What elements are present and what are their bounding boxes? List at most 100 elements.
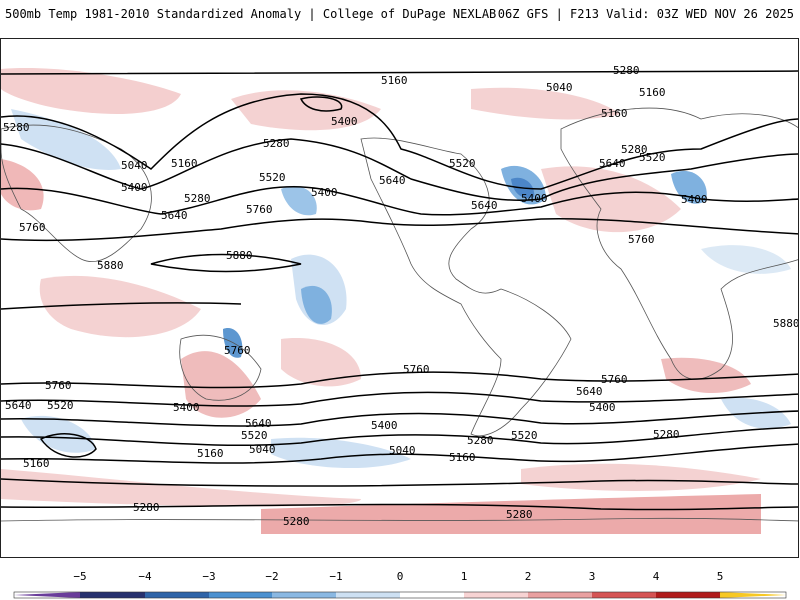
contour-label: 5280 <box>613 64 640 77</box>
anomaly-shading <box>1 68 791 534</box>
contour-label: 5280 <box>506 508 533 521</box>
contour-label: 5160 <box>639 86 666 99</box>
cool-anomaly-patch <box>701 245 791 274</box>
contour-line <box>1 138 798 202</box>
contour-label: 5880 <box>97 259 124 272</box>
warm-anomaly-patch <box>1 469 361 507</box>
contour-labels: 5160 5040 5160 5280 5280 5400 5520 5160 … <box>3 64 799 528</box>
contour-label: 5880 <box>773 317 799 330</box>
contour-label: 5400 <box>681 193 708 206</box>
contour-line <box>1 218 798 242</box>
contour-label: 5160 <box>601 107 628 120</box>
contour-label: 5760 <box>224 344 251 357</box>
contour-label: 5640 <box>471 199 498 212</box>
contour-label: 5760 <box>601 373 628 386</box>
contour-label: 5160 <box>381 74 408 87</box>
antarctica-outline <box>1 517 798 522</box>
colorbar-segment <box>656 592 720 598</box>
warm-anomaly-patch <box>39 275 201 338</box>
coastlines <box>1 107 798 522</box>
americas-outline <box>360 137 572 437</box>
contour-line <box>1 371 798 389</box>
contour-label: 5280 <box>283 515 310 528</box>
contour-label: 5760 <box>246 203 273 216</box>
colorbar-segment <box>464 592 528 598</box>
contour-label: 5520 <box>639 151 666 164</box>
contour-label: 5400 <box>589 401 616 414</box>
colorbar-segment <box>400 592 464 598</box>
contour-label: 5760 <box>628 233 655 246</box>
colorbar-segment <box>145 592 209 598</box>
colorbar-tick: −5 <box>73 570 87 583</box>
contour-label: 5160 <box>197 447 224 460</box>
warm-anomaly-patch <box>281 338 361 387</box>
map-title: 500mb Temp 1981-2010 Standardized Anomal… <box>5 7 497 21</box>
contour-line <box>1 503 798 511</box>
asia-outline <box>1 124 152 262</box>
anomaly-map: 5160 5040 5160 5280 5280 5400 5520 5160 … <box>1 64 799 534</box>
colorbar-segment <box>209 592 272 598</box>
contour-label: 5040 <box>389 444 416 457</box>
contour-label: 5760 <box>19 221 46 234</box>
warm-anomaly-patch <box>261 494 761 534</box>
colorbar-tick: −3 <box>202 570 216 583</box>
contour-label: 5400 <box>121 181 148 194</box>
contour-line <box>1 426 798 446</box>
contour-label: 5400 <box>311 186 338 199</box>
contour-label: 5520 <box>449 157 476 170</box>
contour-label: 5280 <box>653 428 680 441</box>
contour-label: 5400 <box>331 115 358 128</box>
warm-anomaly-patch <box>521 463 761 491</box>
contour-line <box>1 391 798 407</box>
warm-anomaly-patch <box>231 90 381 131</box>
contour-label: 5400 <box>173 401 200 414</box>
contour-line <box>299 96 343 112</box>
contour-label: 5640 <box>379 174 406 187</box>
contour-label: 5040 <box>121 159 148 172</box>
warm-anomaly-patch <box>1 159 44 211</box>
contour-line <box>1 443 798 464</box>
contour-label: 5880 <box>226 249 253 262</box>
contour-label: 5160 <box>449 451 476 464</box>
contour-label: 5640 <box>5 399 32 412</box>
contour-label: 5280 <box>621 143 648 156</box>
cool-anomaly-patch <box>301 285 332 324</box>
colorbar-legend: −5 −4 −3 −2 −1 0 1 2 3 4 5 <box>0 570 800 600</box>
colorbar-tick: 5 <box>716 570 724 583</box>
contour-label: 5520 <box>241 429 268 442</box>
contour-label: 5160 <box>23 457 50 470</box>
colorbar-tick: 4 <box>652 570 660 583</box>
cool-anomaly-patch <box>11 109 121 170</box>
warm-anomaly-patch <box>181 351 261 418</box>
contour-label: 5520 <box>511 429 538 442</box>
contour-line <box>150 253 302 273</box>
contour-label: 5280 <box>3 121 30 134</box>
contour-label: 5520 <box>259 171 286 184</box>
colorbar-tick: −4 <box>138 570 152 583</box>
contour-line <box>1 410 798 427</box>
contour-line <box>1 302 242 310</box>
contour-label: 5040 <box>249 443 276 456</box>
contour-line <box>1 93 798 190</box>
warm-anomaly-patch <box>471 87 621 120</box>
contour-label: 5760 <box>403 363 430 376</box>
map-panel: 5160 5040 5160 5280 5280 5400 5520 5160 … <box>0 38 799 558</box>
colorbar-segment <box>720 592 786 598</box>
warm-anomaly-patch <box>661 357 751 394</box>
colorbar-segment <box>528 592 592 598</box>
colorbar-tick: −1 <box>329 570 343 583</box>
contour-label: 5160 <box>171 157 198 170</box>
warm-anomaly-patch <box>541 166 681 233</box>
eurafrica-outline <box>560 107 798 380</box>
colorbar-segment <box>592 592 656 598</box>
contour-label: 5760 <box>45 379 72 392</box>
contour-label: 5640 <box>576 385 603 398</box>
colorbar-tick: 0 <box>396 570 404 583</box>
contour-line <box>1 185 798 216</box>
contour-label: 5280 <box>184 192 211 205</box>
colorbar-border <box>13 591 787 599</box>
colorbar-segment <box>272 592 336 598</box>
colorbar-strip <box>13 591 787 599</box>
contour-label: 5280 <box>263 137 290 150</box>
australia-outline <box>179 335 262 401</box>
